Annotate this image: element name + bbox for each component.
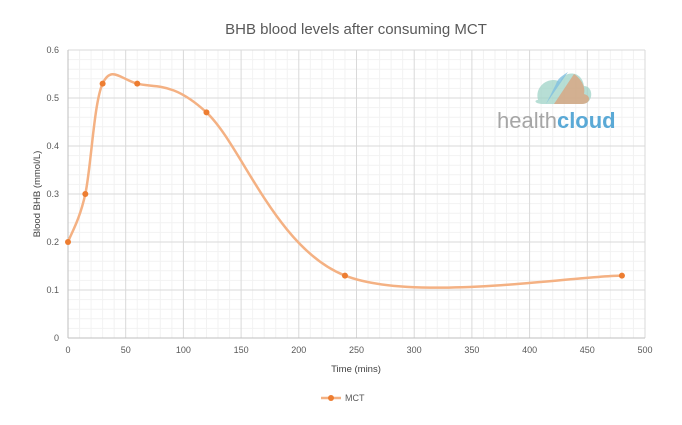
data-point-marker bbox=[82, 191, 89, 197]
x-tick-label: 200 bbox=[291, 345, 306, 355]
data-point-marker bbox=[618, 272, 625, 279]
x-tick-label: 400 bbox=[522, 345, 537, 355]
x-tick-label: 350 bbox=[464, 345, 479, 355]
x-tick-label: 50 bbox=[121, 345, 131, 355]
legend-marker-mct bbox=[328, 395, 334, 401]
data-point-marker bbox=[99, 80, 106, 87]
y-tick-label: 0.6 bbox=[46, 45, 59, 55]
chart-title: BHB blood levels after consuming MCT bbox=[225, 21, 487, 38]
y-tick-label: 0.5 bbox=[46, 93, 59, 103]
data-point-marker bbox=[341, 272, 348, 279]
x-tick-label: 500 bbox=[637, 345, 652, 355]
logo-wordmark: healthcloud bbox=[497, 108, 616, 133]
x-tick-label: 100 bbox=[176, 345, 191, 355]
y-tick-label: 0.3 bbox=[46, 189, 59, 199]
y-tick-label: 0.4 bbox=[46, 141, 59, 151]
data-point-marker bbox=[65, 239, 71, 245]
major-gridlines bbox=[68, 49, 646, 338]
logo-health-text: health bbox=[497, 108, 557, 133]
healthcloud-logo bbox=[535, 72, 592, 104]
y-axis-label: Blood BHB (mmol/L) bbox=[32, 151, 43, 238]
logo-cloud-text: cloud bbox=[557, 108, 616, 133]
legend-label-mct: MCT bbox=[345, 393, 365, 403]
x-axis-label: Time (mins) bbox=[331, 364, 381, 375]
axes bbox=[67, 50, 645, 339]
data-point-marker bbox=[203, 109, 210, 116]
series-line-mct bbox=[66, 73, 624, 289]
x-tick-label: 250 bbox=[349, 345, 364, 355]
x-tick-label: 0 bbox=[65, 345, 70, 355]
x-tick-label: 300 bbox=[407, 345, 422, 355]
y-tick-label: 0.2 bbox=[46, 237, 59, 247]
legend: MCT bbox=[321, 393, 365, 403]
x-tick-label: 150 bbox=[234, 345, 249, 355]
x-tick-labels: 0 50 100 150 200 250 300 350 400 450 500 bbox=[65, 345, 652, 355]
y-tick-labels: 0 0.1 0.2 0.3 0.4 0.5 0.6 bbox=[46, 45, 59, 343]
x-tick-label: 450 bbox=[580, 345, 595, 355]
data-point-marker bbox=[134, 80, 141, 87]
y-tick-label: 0 bbox=[54, 333, 59, 343]
y-tick-label: 0.1 bbox=[46, 285, 59, 295]
series-markers bbox=[65, 80, 625, 279]
